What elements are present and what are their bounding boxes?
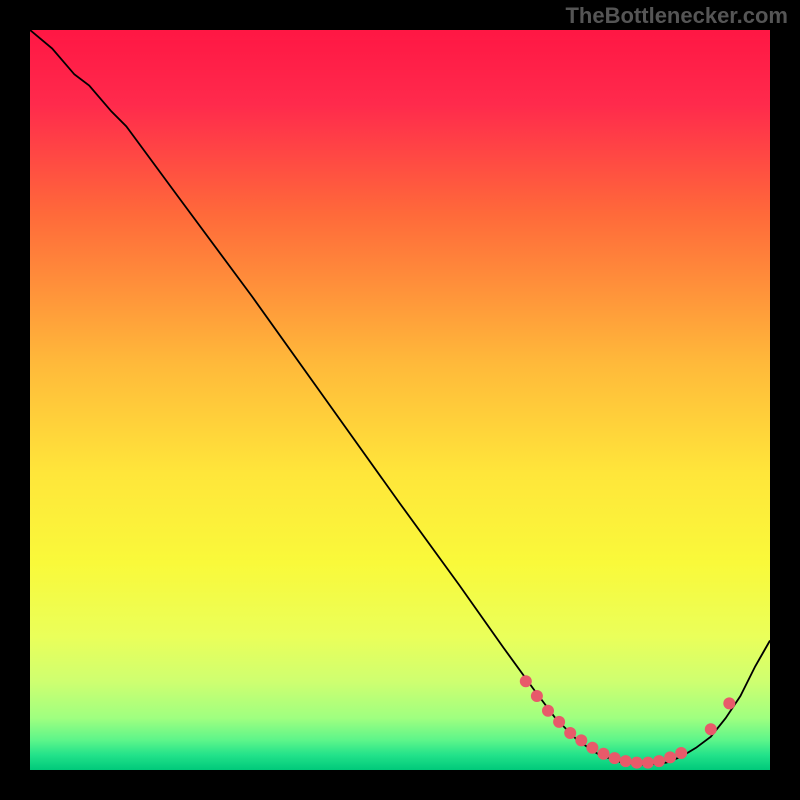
scatter-point <box>631 757 643 769</box>
scatter-point <box>586 742 598 754</box>
scatter-point <box>642 757 654 769</box>
scatter-point <box>598 748 610 760</box>
scatter-point <box>664 751 676 763</box>
bottleneck-curve <box>30 30 770 765</box>
scatter-point <box>609 752 621 764</box>
scatter-point <box>542 705 554 717</box>
scatter-group <box>520 675 736 768</box>
scatter-point <box>653 755 665 767</box>
scatter-point <box>575 734 587 746</box>
scatter-point <box>620 755 632 767</box>
scatter-point <box>520 675 532 687</box>
chart-overlay <box>30 30 770 770</box>
scatter-point <box>675 747 687 759</box>
plot-area <box>30 30 770 770</box>
scatter-point <box>705 723 717 735</box>
chart-frame: TheBottlenecker.com <box>0 0 800 800</box>
scatter-point <box>723 697 735 709</box>
scatter-point <box>564 727 576 739</box>
watermark-text: TheBottlenecker.com <box>565 3 788 29</box>
scatter-point <box>531 690 543 702</box>
scatter-point <box>553 716 565 728</box>
